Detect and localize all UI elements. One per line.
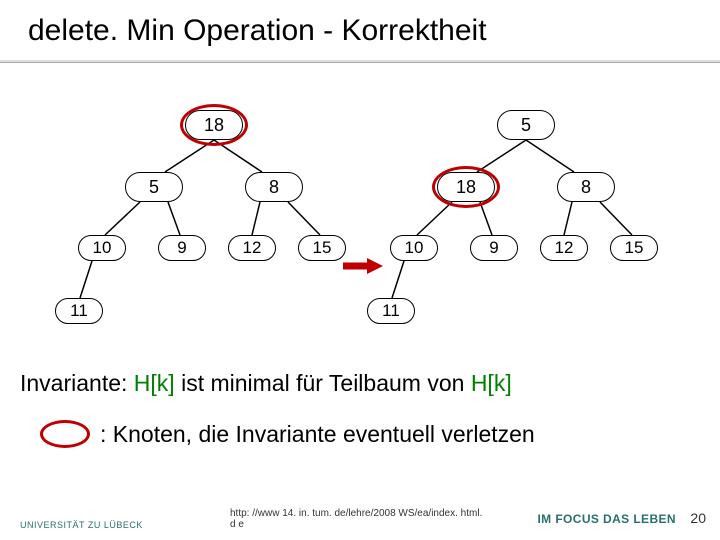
invariant-mid: ist minimal für Teilbaum von <box>175 370 471 396</box>
left-rr-node: 15 <box>298 235 346 261</box>
transform-arrow-icon <box>343 258 383 274</box>
left-lll-node: 11 <box>55 298 103 324</box>
invariant-hk2: H[k] <box>471 370 512 396</box>
slide-title: delete. Min Operation - Korrektheit <box>28 14 487 48</box>
legend-text: : Knoten, die Invariante eventuell verle… <box>100 421 535 448</box>
legend-oval-icon <box>40 420 90 448</box>
legend-row: : Knoten, die Invariante eventuell verle… <box>40 420 535 448</box>
right-root-node: 5 <box>497 110 555 140</box>
tree-edges <box>0 80 720 340</box>
invariant-hk1: H[k] <box>134 370 175 396</box>
trees-container: 18 5 8 10 9 12 15 11 5 18 8 10 9 12 15 1… <box>0 80 720 340</box>
left-rl-node: 12 <box>228 235 276 261</box>
right-rl-node: 12 <box>540 235 588 261</box>
footer-url: http: //www 14. in. tum. de/lehre/2008 W… <box>230 508 490 530</box>
left-l-node: 5 <box>125 172 183 202</box>
footer-right-logo: IM FOCUS DAS LEBEN <box>537 512 676 526</box>
right-l-node: 18 <box>437 172 495 202</box>
right-ll-node: 10 <box>390 235 438 261</box>
left-ll-node: 10 <box>78 235 126 261</box>
left-lr-node: 9 <box>158 235 206 261</box>
right-lr-node: 9 <box>470 235 518 261</box>
right-rr-node: 15 <box>610 235 658 261</box>
invariant-prefix: Invariante: <box>20 370 134 396</box>
page-number: 20 <box>690 510 706 526</box>
footer-left-logo: UNIVERSITÄT ZU LÜBECK <box>20 520 143 530</box>
left-r-node: 8 <box>245 172 303 202</box>
invariant-text: Invariante: H[k] ist minimal für Teilbau… <box>20 370 512 397</box>
left-root-node: 18 <box>185 110 243 140</box>
title-divider <box>0 60 720 63</box>
right-r-node: 8 <box>557 172 615 202</box>
right-lll-node: 11 <box>367 298 415 324</box>
